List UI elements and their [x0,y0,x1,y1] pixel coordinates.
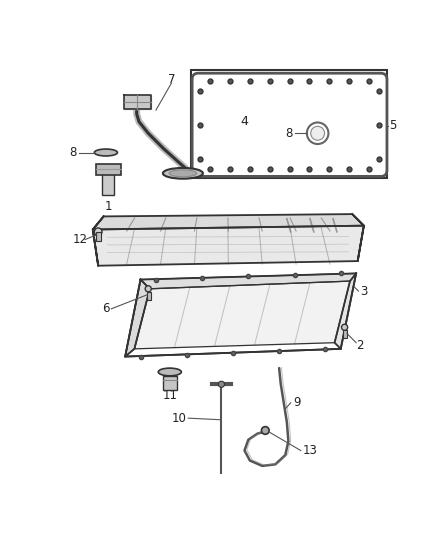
Polygon shape [141,273,356,289]
Polygon shape [125,280,150,357]
FancyBboxPatch shape [96,164,120,175]
Text: 7: 7 [168,73,175,86]
Polygon shape [124,95,151,109]
Bar [163,376,177,390]
Ellipse shape [163,168,203,179]
Bar [343,330,347,338]
Ellipse shape [94,149,117,156]
Circle shape [342,324,348,330]
Text: 13: 13 [302,444,317,457]
Text: 9: 9 [293,396,300,409]
Bar [102,172,114,195]
Circle shape [311,126,325,140]
Polygon shape [352,214,364,261]
Polygon shape [93,216,103,265]
Circle shape [218,381,225,387]
Circle shape [261,426,269,434]
Ellipse shape [158,368,181,376]
Text: 12: 12 [73,233,88,246]
Text: 8: 8 [286,127,293,140]
Text: 8: 8 [70,146,77,159]
Text: 5: 5 [389,119,397,132]
Text: 11: 11 [162,389,177,401]
Text: 2: 2 [356,338,364,351]
Circle shape [145,286,151,292]
Text: 10: 10 [172,411,187,425]
Text: 3: 3 [360,285,367,297]
Polygon shape [125,280,150,357]
Bar [96,232,100,241]
Circle shape [94,228,102,236]
Polygon shape [335,273,356,349]
Circle shape [307,123,328,144]
Polygon shape [134,281,350,349]
Polygon shape [93,214,364,230]
Bar [191,70,387,178]
Text: 1: 1 [104,200,112,213]
Bar [147,292,151,300]
Ellipse shape [169,170,197,177]
Text: 4: 4 [240,115,248,128]
FancyBboxPatch shape [192,73,387,176]
Text: 6: 6 [102,302,110,316]
Polygon shape [93,225,364,265]
